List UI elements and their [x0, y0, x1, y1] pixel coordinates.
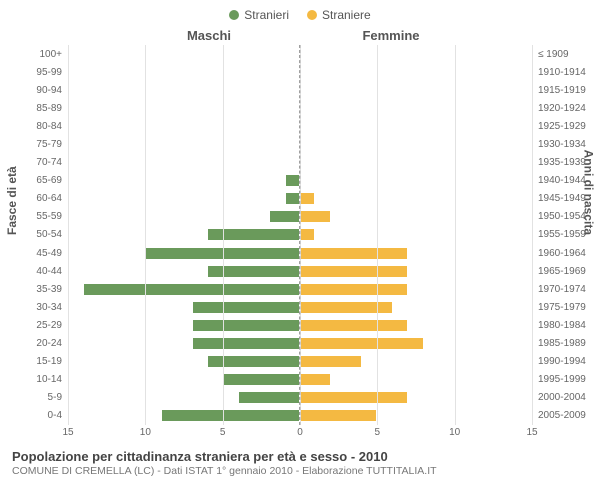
- birth-label: 1940-1944: [538, 172, 586, 190]
- birth-label: 1990-1994: [538, 353, 586, 371]
- bar-male: [192, 301, 300, 314]
- birth-label: 1945-1949: [538, 190, 586, 208]
- birth-label: 1980-1984: [538, 316, 586, 334]
- bar-female: [300, 301, 393, 314]
- caption-title: Popolazione per cittadinanza straniera p…: [12, 449, 588, 464]
- birth-label: 1935-1939: [538, 154, 586, 172]
- bar-female: [300, 319, 408, 332]
- bar-male: [207, 228, 300, 241]
- y-axis-right-title: Anni di nascita: [581, 150, 595, 235]
- plot-area: Fasce di età Anni di nascita 100+95-9990…: [10, 45, 590, 425]
- caption: Popolazione per cittadinanza straniera p…: [10, 449, 590, 477]
- bar-male: [269, 210, 300, 223]
- bar-male: [161, 409, 300, 422]
- bar-female: [300, 228, 315, 241]
- x-tick: 15: [526, 427, 537, 438]
- birth-label: 1975-1979: [538, 298, 586, 316]
- bar-male: [192, 319, 300, 332]
- birth-label: 1965-1969: [538, 262, 586, 280]
- x-tick: 5: [220, 427, 226, 438]
- age-label: 5-9: [48, 389, 62, 407]
- legend-swatch-female: [307, 10, 317, 20]
- age-label: 60-64: [36, 190, 62, 208]
- age-label: 55-59: [36, 208, 62, 226]
- age-label: 45-49: [36, 244, 62, 262]
- x-tick: 10: [449, 427, 460, 438]
- header-male: Maschi: [68, 28, 300, 43]
- age-label: 75-79: [36, 135, 62, 153]
- age-label: 50-54: [36, 226, 62, 244]
- y-axis-right: ≤ 19091910-19141915-19191920-19241925-19…: [532, 45, 590, 425]
- x-tick: 0: [297, 427, 303, 438]
- age-label: 70-74: [36, 154, 62, 172]
- gender-headers: Maschi Femmine: [10, 28, 590, 43]
- header-female: Femmine: [300, 28, 532, 43]
- bar-female: [300, 355, 362, 368]
- y-axis-left: 100+95-9990-9485-8980-8475-7970-7465-696…: [10, 45, 68, 425]
- birth-label: 2000-2004: [538, 389, 586, 407]
- age-label: 0-4: [48, 407, 62, 425]
- x-tick: 5: [375, 427, 381, 438]
- birth-label: 1955-1959: [538, 226, 586, 244]
- bar-female: [300, 283, 408, 296]
- age-label: 100+: [39, 45, 62, 63]
- age-label: 90-94: [36, 81, 62, 99]
- bar-female: [300, 265, 408, 278]
- legend-swatch-male: [229, 10, 239, 20]
- birth-label: 1910-1914: [538, 63, 586, 81]
- birth-label: 1960-1964: [538, 244, 586, 262]
- age-label: 80-84: [36, 117, 62, 135]
- bar-male: [223, 373, 300, 386]
- birth-label: 1950-1954: [538, 208, 586, 226]
- y-axis-left-title: Fasce di età: [5, 166, 19, 235]
- age-label: 15-19: [36, 353, 62, 371]
- age-label: 95-99: [36, 63, 62, 81]
- bars-area: [68, 45, 532, 425]
- x-axis: 15 10 5 0 5 10 15: [10, 427, 590, 441]
- bar-male: [145, 247, 300, 260]
- birth-label: 2005-2009: [538, 407, 586, 425]
- bar-female: [300, 337, 424, 350]
- birth-label: 1985-1989: [538, 335, 586, 353]
- age-label: 10-14: [36, 371, 62, 389]
- legend-item-male: Stranieri: [229, 8, 289, 22]
- x-ticks: 15105051015: [68, 427, 532, 441]
- birth-label: 1930-1934: [538, 135, 586, 153]
- age-label: 20-24: [36, 335, 62, 353]
- legend-label-female: Straniere: [322, 8, 371, 22]
- birth-label: 1915-1919: [538, 81, 586, 99]
- bar-male: [83, 283, 300, 296]
- bar-female: [300, 373, 331, 386]
- bar-female: [300, 247, 408, 260]
- bar-male: [285, 192, 300, 205]
- x-tick: 15: [62, 427, 73, 438]
- center-line: [299, 45, 300, 425]
- age-label: 25-29: [36, 316, 62, 334]
- age-label: 35-39: [36, 280, 62, 298]
- legend-label-male: Stranieri: [244, 8, 289, 22]
- age-label: 85-89: [36, 99, 62, 117]
- bar-male: [238, 391, 300, 404]
- bar-male: [207, 265, 300, 278]
- bar-female: [300, 409, 377, 422]
- population-pyramid-chart: Stranieri Straniere Maschi Femmine Fasce…: [0, 0, 600, 500]
- birth-label: 1995-1999: [538, 371, 586, 389]
- caption-subtitle: COMUNE DI CREMELLA (LC) - Dati ISTAT 1° …: [12, 465, 588, 477]
- birth-label: ≤ 1909: [538, 45, 569, 63]
- birth-label: 1920-1924: [538, 99, 586, 117]
- birth-label: 1925-1929: [538, 117, 586, 135]
- age-label: 40-44: [36, 262, 62, 280]
- bar-male: [285, 174, 300, 187]
- birth-label: 1970-1974: [538, 280, 586, 298]
- bar-female: [300, 210, 331, 223]
- bar-female: [300, 391, 408, 404]
- legend-item-female: Straniere: [307, 8, 371, 22]
- bar-male: [207, 355, 300, 368]
- age-label: 65-69: [36, 172, 62, 190]
- bar-male: [192, 337, 300, 350]
- bar-female: [300, 192, 315, 205]
- legend: Stranieri Straniere: [10, 8, 590, 22]
- age-label: 30-34: [36, 298, 62, 316]
- x-tick: 10: [140, 427, 151, 438]
